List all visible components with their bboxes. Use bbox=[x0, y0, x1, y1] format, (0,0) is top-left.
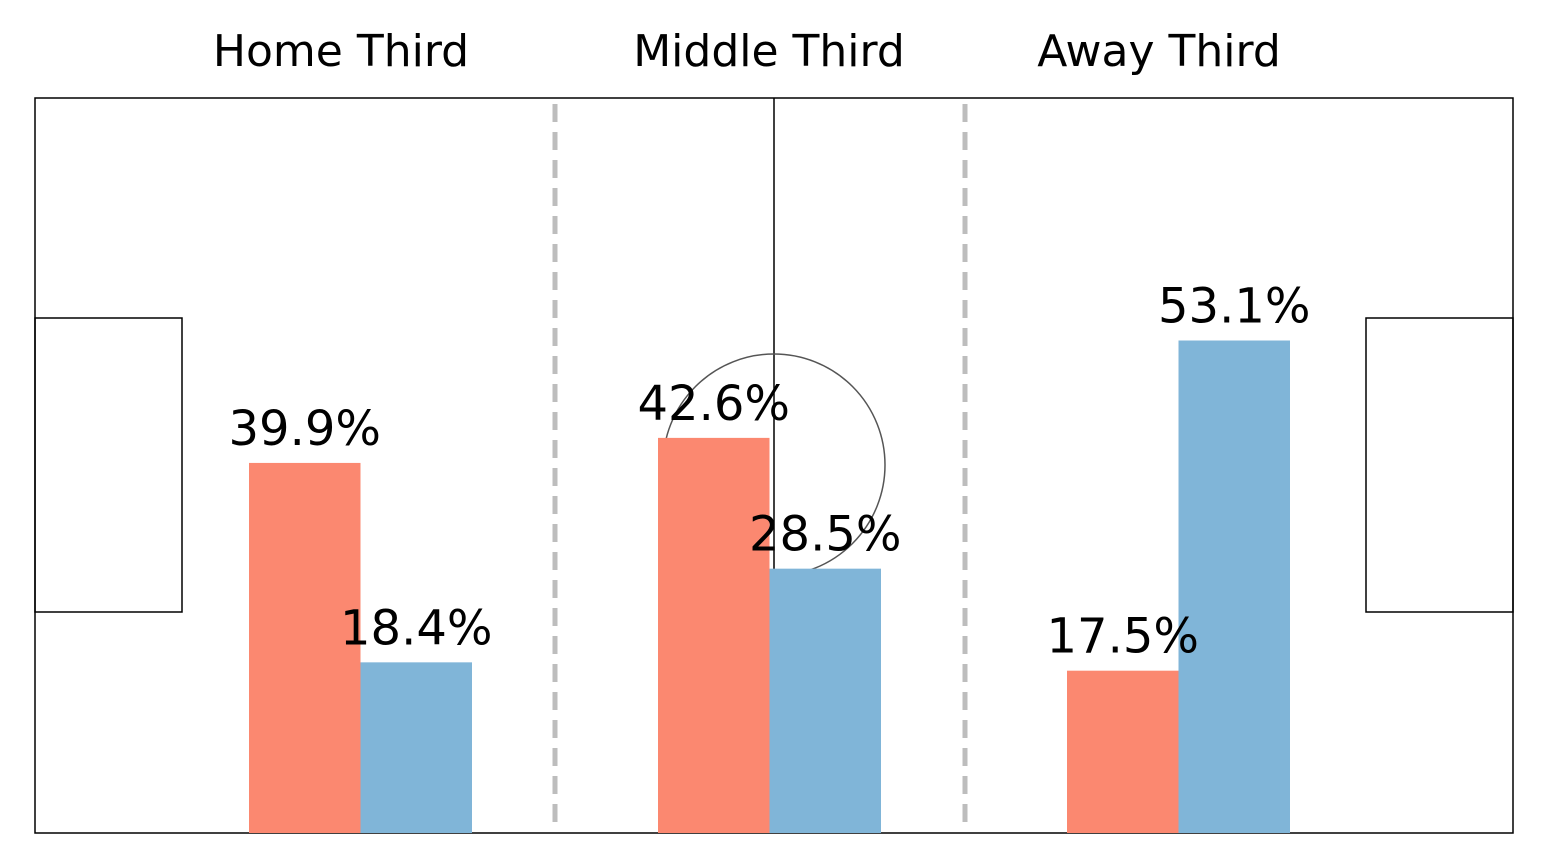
bars bbox=[249, 340, 1290, 833]
bar-middle-third-series-1 bbox=[658, 437, 770, 833]
data-label-away-third-series-1: 17.5% bbox=[1047, 609, 1199, 665]
bar-away-third-series-1 bbox=[1067, 670, 1179, 833]
bar-home-third-series-1 bbox=[249, 462, 361, 833]
zone-title-middle: Middle Third bbox=[633, 26, 905, 77]
bar-home-third-series-2 bbox=[360, 662, 472, 833]
data-label-home-third-series-2: 18.4% bbox=[340, 600, 492, 656]
data-label-home-third-series-1: 39.9% bbox=[229, 401, 381, 457]
zone-title-home: Home Third bbox=[213, 26, 469, 77]
left-penalty-box bbox=[34, 317, 183, 613]
zone-titles: Home Third Middle Third Away Third bbox=[213, 26, 1281, 77]
data-label-middle-third-series-2: 28.5% bbox=[749, 507, 901, 563]
bar-away-third-series-2 bbox=[1178, 340, 1290, 833]
data-labels: 39.9% 18.4% 42.6% 28.5% 17.5% 53.1% bbox=[229, 278, 1311, 664]
bar-middle-third-series-2 bbox=[769, 568, 881, 833]
data-label-middle-third-series-1: 42.6% bbox=[638, 376, 790, 432]
zone-dividers bbox=[552, 104, 968, 828]
right-penalty-box bbox=[1365, 317, 1514, 613]
zone-title-away: Away Third bbox=[1037, 26, 1281, 77]
data-label-away-third-series-2: 53.1% bbox=[1158, 278, 1310, 334]
